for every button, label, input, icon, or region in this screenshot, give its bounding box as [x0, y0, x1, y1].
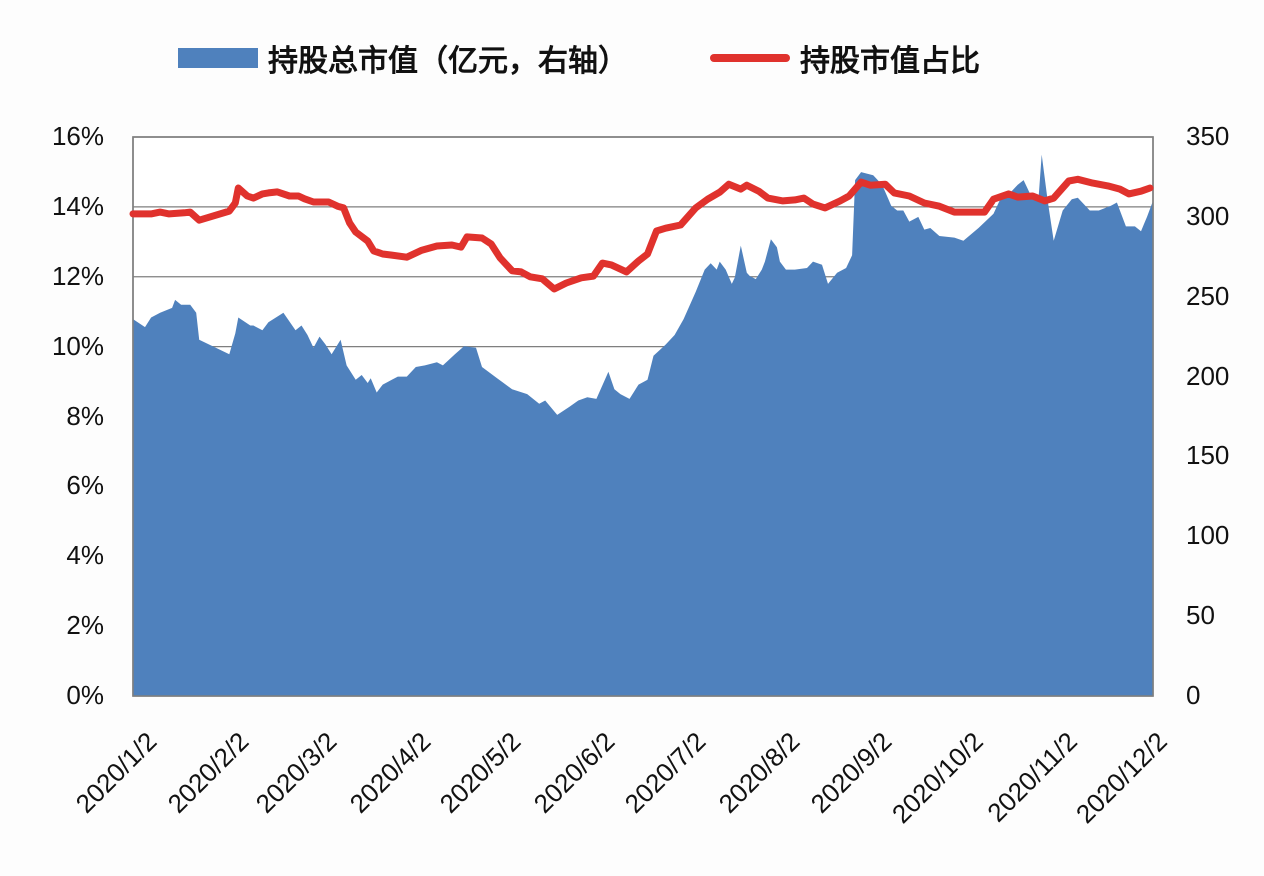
left-axis-tick: 0%	[66, 680, 104, 710]
legend-line-swatch	[710, 54, 790, 62]
left-axis-tick: 12%	[51, 260, 104, 291]
right-axis-tick: 150	[1186, 440, 1230, 471]
legend-item-line: 持股市值占比	[710, 36, 980, 80]
area-series-market-value	[133, 154, 1153, 697]
right-axis-tick: 350	[1186, 121, 1230, 151]
right-axis-tick: 0	[1186, 680, 1201, 710]
left-axis-tick: 14%	[51, 190, 104, 221]
legend-line-label: 持股市值占比	[800, 44, 980, 79]
right-axis-tick: 250	[1186, 280, 1230, 311]
legend-item-area: 持股总市值（亿元，右轴）	[178, 36, 628, 80]
legend-area-swatch	[178, 48, 258, 68]
left-axis-tick: 10%	[51, 330, 104, 361]
right-axis-tick: 100	[1186, 520, 1230, 551]
left-axis-tick: 4%	[66, 540, 104, 571]
line-series-holding-ratio	[129, 175, 1154, 293]
legend: 持股总市值（亿元，右轴） 持股市值占比	[178, 36, 980, 80]
left-axis-tick: 8%	[66, 400, 104, 431]
left-axis-tick: 6%	[66, 470, 104, 501]
right-axis-tick: 300	[1186, 200, 1230, 231]
right-axis-tick: 50	[1186, 600, 1215, 631]
right-axis-tick: 200	[1186, 360, 1230, 391]
left-axis-tick: 2%	[66, 610, 104, 641]
left-axis-tick: 16%	[51, 121, 104, 151]
legend-area-label: 持股总市值（亿元，右轴）	[268, 44, 628, 79]
